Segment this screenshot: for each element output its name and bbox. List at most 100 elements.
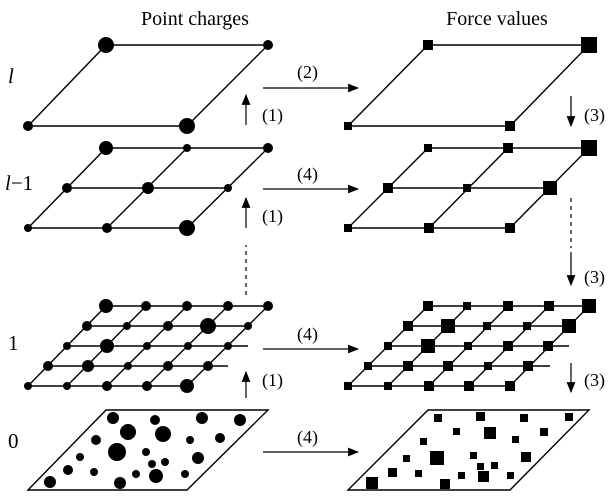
force-square bbox=[366, 477, 378, 489]
force-square bbox=[505, 223, 515, 233]
force-square bbox=[503, 341, 513, 351]
charge-point bbox=[132, 470, 140, 478]
force-square bbox=[344, 122, 352, 130]
force-square bbox=[505, 381, 515, 391]
force-square bbox=[491, 462, 498, 469]
force-square bbox=[464, 381, 474, 391]
force-square bbox=[540, 428, 548, 436]
force-square bbox=[503, 143, 513, 153]
level-label-l-minus-1: l−1 bbox=[5, 171, 33, 195]
force-square bbox=[484, 362, 492, 370]
step-label-4: (4) bbox=[297, 324, 318, 345]
charge-point bbox=[82, 321, 92, 331]
charge-point bbox=[179, 118, 195, 134]
force-square bbox=[383, 183, 393, 193]
force-square bbox=[421, 339, 435, 353]
step-label-1: (1) bbox=[262, 206, 283, 227]
left-grid-level-1 bbox=[24, 299, 273, 393]
force-square bbox=[520, 414, 528, 422]
charge-point bbox=[163, 321, 173, 331]
charge-point bbox=[63, 342, 71, 350]
force-square bbox=[424, 223, 434, 233]
left-grid-level-l-minus-1 bbox=[24, 141, 273, 236]
step-label-3: (3) bbox=[584, 105, 605, 126]
force-square bbox=[581, 37, 597, 53]
force-square bbox=[463, 184, 471, 192]
charge-point bbox=[223, 301, 233, 311]
charge-point bbox=[142, 182, 154, 194]
charge-point bbox=[123, 322, 131, 330]
charge-point bbox=[161, 458, 169, 466]
level-label-0: 0 bbox=[8, 429, 19, 453]
charge-point bbox=[90, 468, 98, 476]
charge-point bbox=[102, 381, 112, 391]
charge-point bbox=[244, 322, 252, 330]
charge-point bbox=[183, 144, 191, 152]
force-square bbox=[523, 361, 533, 371]
charge-point bbox=[150, 415, 160, 425]
right-grid-level-l-minus-1 bbox=[344, 140, 597, 233]
force-square bbox=[441, 319, 455, 333]
charge-point bbox=[141, 301, 151, 311]
force-square bbox=[581, 140, 597, 156]
force-square bbox=[476, 412, 485, 421]
charge-point bbox=[234, 414, 246, 426]
charge-point bbox=[44, 476, 56, 488]
charge-point bbox=[143, 342, 151, 350]
step-label-3: (3) bbox=[584, 267, 605, 288]
charge-point bbox=[91, 435, 101, 445]
force-square bbox=[512, 436, 519, 443]
force-square bbox=[478, 471, 489, 482]
step-label-2: (2) bbox=[297, 62, 318, 83]
force-square bbox=[521, 452, 531, 462]
charge-point bbox=[163, 361, 173, 371]
force-square bbox=[430, 451, 444, 465]
force-square bbox=[443, 361, 453, 371]
charge-point bbox=[263, 40, 273, 50]
left-scatter-level-0 bbox=[26, 409, 270, 491]
force-square bbox=[565, 413, 573, 421]
charge-point bbox=[215, 433, 225, 443]
force-square bbox=[344, 224, 352, 232]
step-label-1: (1) bbox=[262, 105, 283, 126]
right-grid-level-l bbox=[344, 37, 597, 131]
header-point-charges: Point charges bbox=[141, 8, 249, 30]
charge-point bbox=[149, 469, 163, 483]
charge-point bbox=[24, 382, 32, 390]
charge-point bbox=[62, 183, 72, 193]
charge-point bbox=[114, 477, 126, 489]
charge-point bbox=[224, 342, 232, 350]
force-square bbox=[424, 381, 434, 391]
charge-point bbox=[182, 301, 192, 311]
charge-point bbox=[142, 381, 152, 391]
force-square bbox=[424, 144, 432, 152]
step-label-3: (3) bbox=[584, 370, 605, 391]
charge-point bbox=[203, 361, 213, 371]
charge-point bbox=[107, 412, 119, 424]
charge-point bbox=[102, 223, 112, 233]
force-square bbox=[458, 472, 465, 479]
charge-point bbox=[24, 224, 32, 232]
force-square bbox=[384, 342, 392, 350]
charge-point bbox=[120, 424, 136, 440]
force-square bbox=[440, 479, 450, 489]
charge-point bbox=[155, 426, 171, 442]
force-square bbox=[403, 361, 413, 371]
force-square bbox=[423, 40, 433, 50]
step-label-4: (4) bbox=[297, 427, 318, 448]
charge-point bbox=[181, 470, 189, 478]
force-square bbox=[403, 455, 410, 462]
left-grid-level-l bbox=[23, 37, 273, 134]
charge-point bbox=[99, 299, 113, 313]
charge-point bbox=[98, 37, 114, 53]
charge-point bbox=[76, 453, 84, 461]
force-square bbox=[543, 181, 557, 195]
force-square bbox=[483, 322, 491, 330]
force-square bbox=[523, 322, 531, 330]
charge-point bbox=[108, 443, 126, 461]
force-square bbox=[420, 438, 427, 445]
right-grid-level-1 bbox=[344, 299, 596, 391]
level-label-l: l bbox=[8, 64, 14, 88]
force-square bbox=[453, 428, 460, 435]
